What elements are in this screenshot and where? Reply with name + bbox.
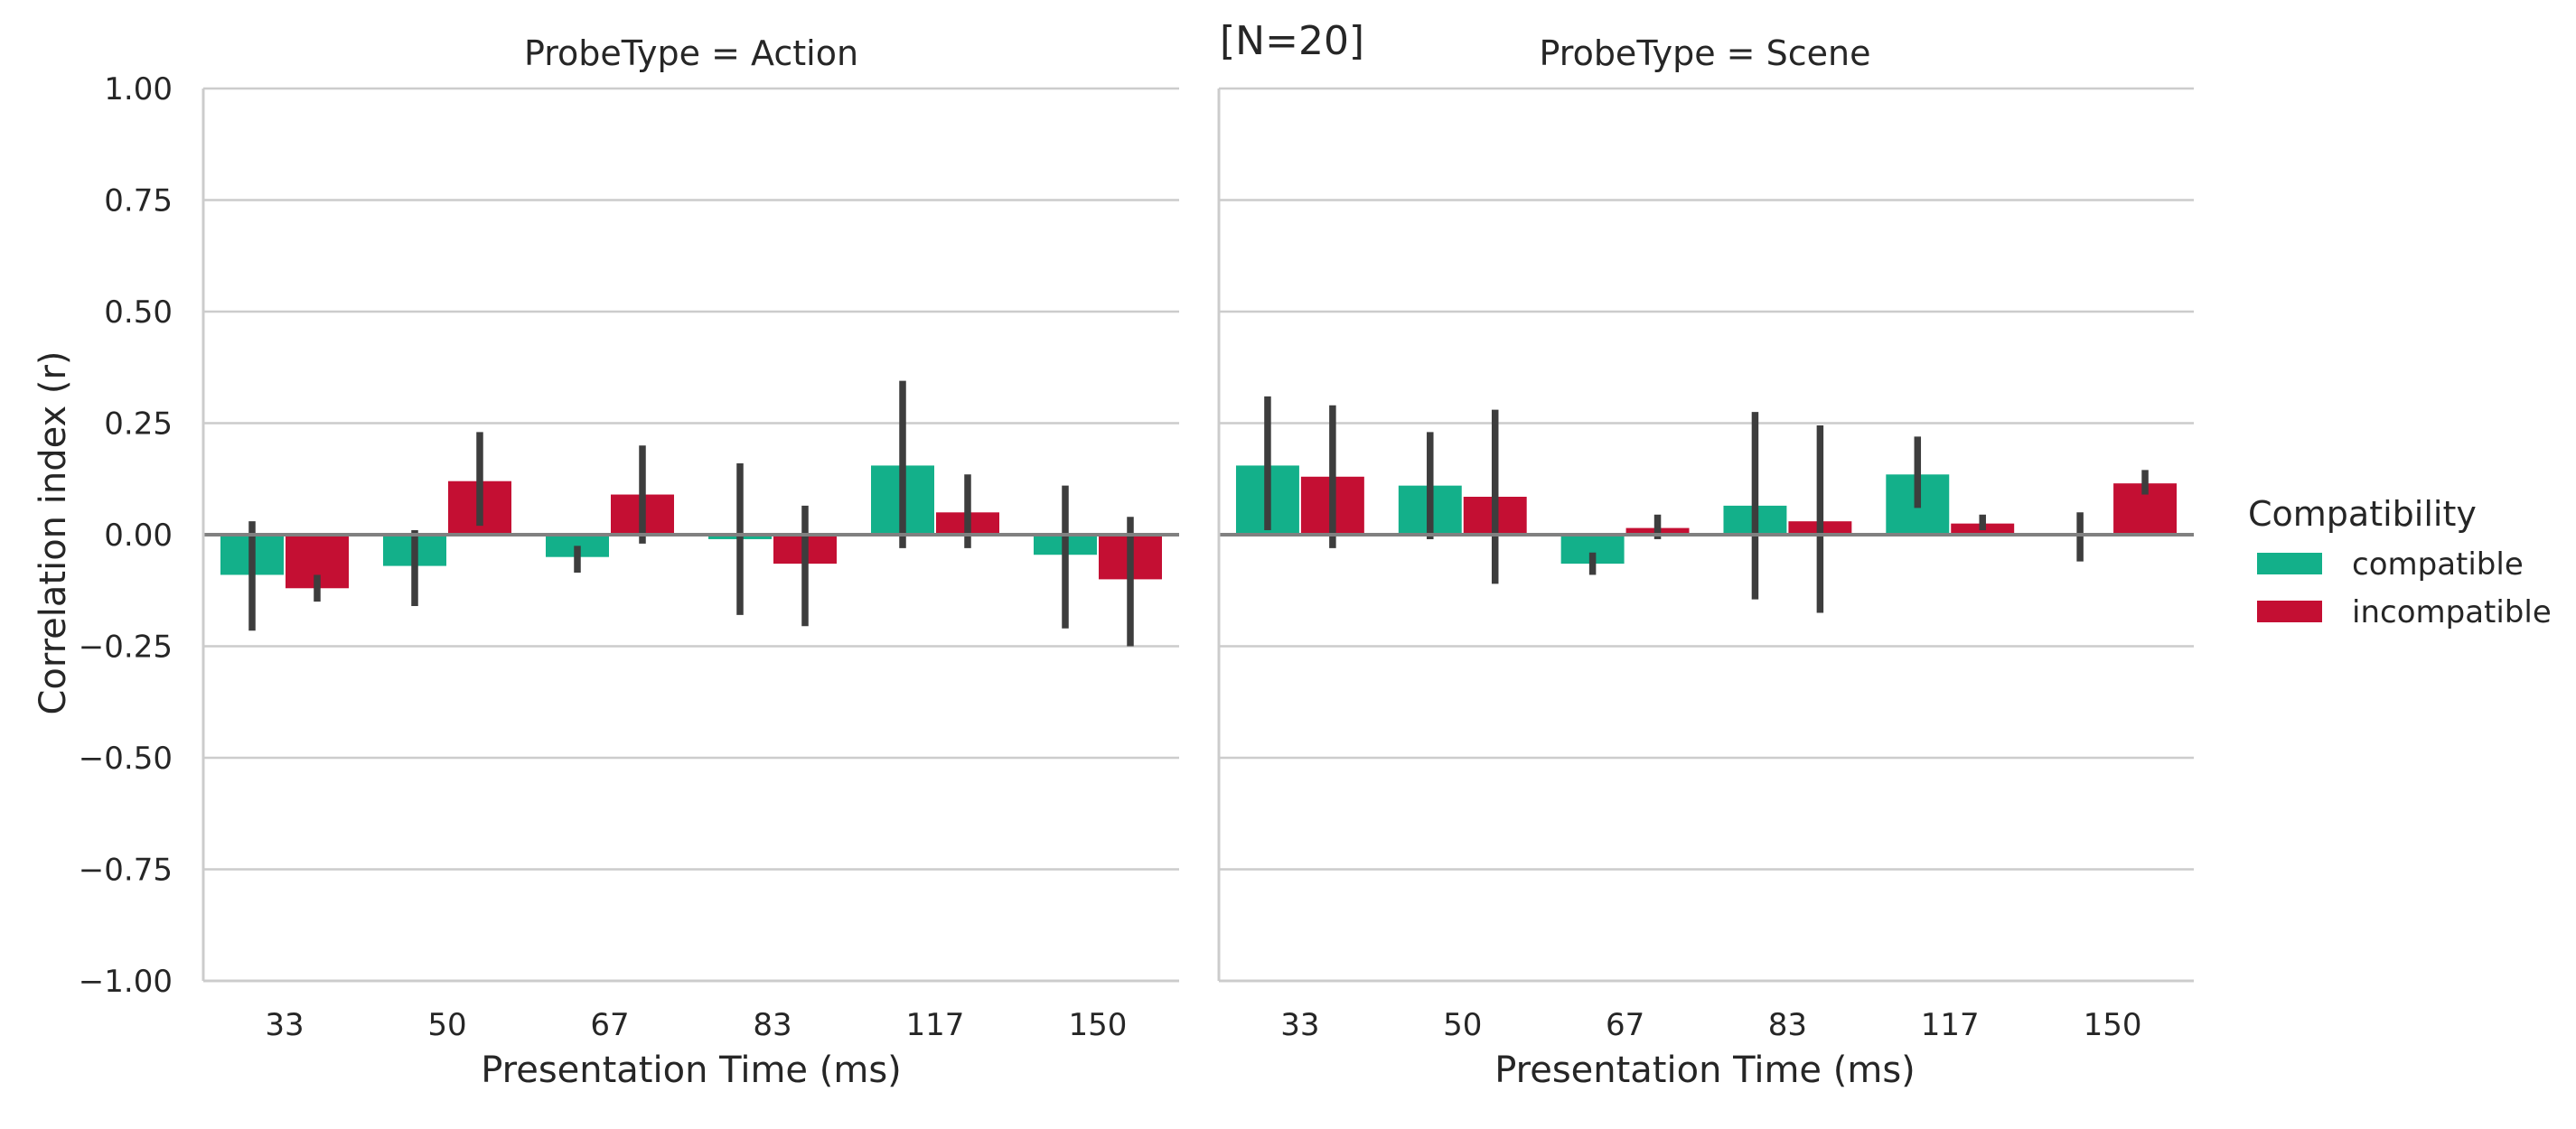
x-tick-label: 67 xyxy=(590,1007,629,1043)
error-bars xyxy=(1264,396,2149,613)
x-tick-label: 117 xyxy=(1921,1007,1980,1043)
y-tick-label: 1.00 xyxy=(104,71,173,107)
y-tick-label: 0.25 xyxy=(104,406,173,443)
legend: Compatibility compatible incompatible xyxy=(2248,494,2552,630)
facet-scene: 33 50 67 83 117 150 ProbeType = Scene Present… xyxy=(1217,33,2194,1091)
x-tick-labels: 33 50 67 83 117 150 xyxy=(1280,1007,2141,1043)
facet-title: ProbeType = Scene xyxy=(1540,33,1871,73)
legend-label-compatible: compatible xyxy=(2352,546,2524,583)
x-tick-label: 50 xyxy=(427,1007,466,1043)
x-tick-label: 33 xyxy=(265,1007,304,1043)
axes xyxy=(201,89,1179,983)
y-tick-labels: −1.00 −0.75 −0.50 −0.25 0.00 0.25 0.50 0.75 1.00 xyxy=(79,71,173,1000)
legend-swatch-compatible xyxy=(2257,553,2322,574)
legend-title: Compatibility xyxy=(2248,494,2477,534)
axes xyxy=(1217,89,2194,983)
facet-action: 33 50 67 83 117 150 −1.00 −0.75 −0.50 −0.25 0.00 0… xyxy=(79,33,1179,1091)
y-tick-label: 0.00 xyxy=(104,518,173,554)
legend-label-incompatible: incompatible xyxy=(2352,594,2552,630)
x-tick-label: 83 xyxy=(753,1007,792,1043)
y-tick-label: −1.00 xyxy=(79,964,173,1000)
x-axis-label: Presentation Time (ms) xyxy=(481,1050,902,1091)
legend-swatch-incompatible xyxy=(2257,601,2322,622)
x-tick-label: 50 xyxy=(1443,1007,1482,1043)
bars xyxy=(220,465,1162,589)
x-tick-label: 117 xyxy=(906,1007,965,1043)
error-bars xyxy=(248,380,1134,647)
y-tick-label: −0.25 xyxy=(79,630,173,666)
x-tick-label: 150 xyxy=(1069,1007,1128,1043)
sample-size-annotation: [N=20] xyxy=(1220,18,1364,64)
bars xyxy=(1235,465,2178,564)
x-tick-labels: 33 50 67 83 117 150 xyxy=(265,1007,1127,1043)
x-tick-label: 150 xyxy=(2084,1007,2142,1043)
y-tick-label: −0.50 xyxy=(79,741,173,777)
x-tick-label: 83 xyxy=(1768,1007,1807,1043)
facet-title: ProbeType = Action xyxy=(524,33,858,73)
x-tick-label: 33 xyxy=(1280,1007,1319,1043)
x-tick-label: 67 xyxy=(1606,1007,1644,1043)
y-axis-label: Correlation index (r) xyxy=(33,350,74,714)
y-tick-label: 0.50 xyxy=(104,294,173,331)
x-axis-label: Presentation Time (ms) xyxy=(1494,1050,1916,1091)
y-tick-label: 0.75 xyxy=(104,183,173,219)
y-tick-label: −0.75 xyxy=(79,853,173,889)
